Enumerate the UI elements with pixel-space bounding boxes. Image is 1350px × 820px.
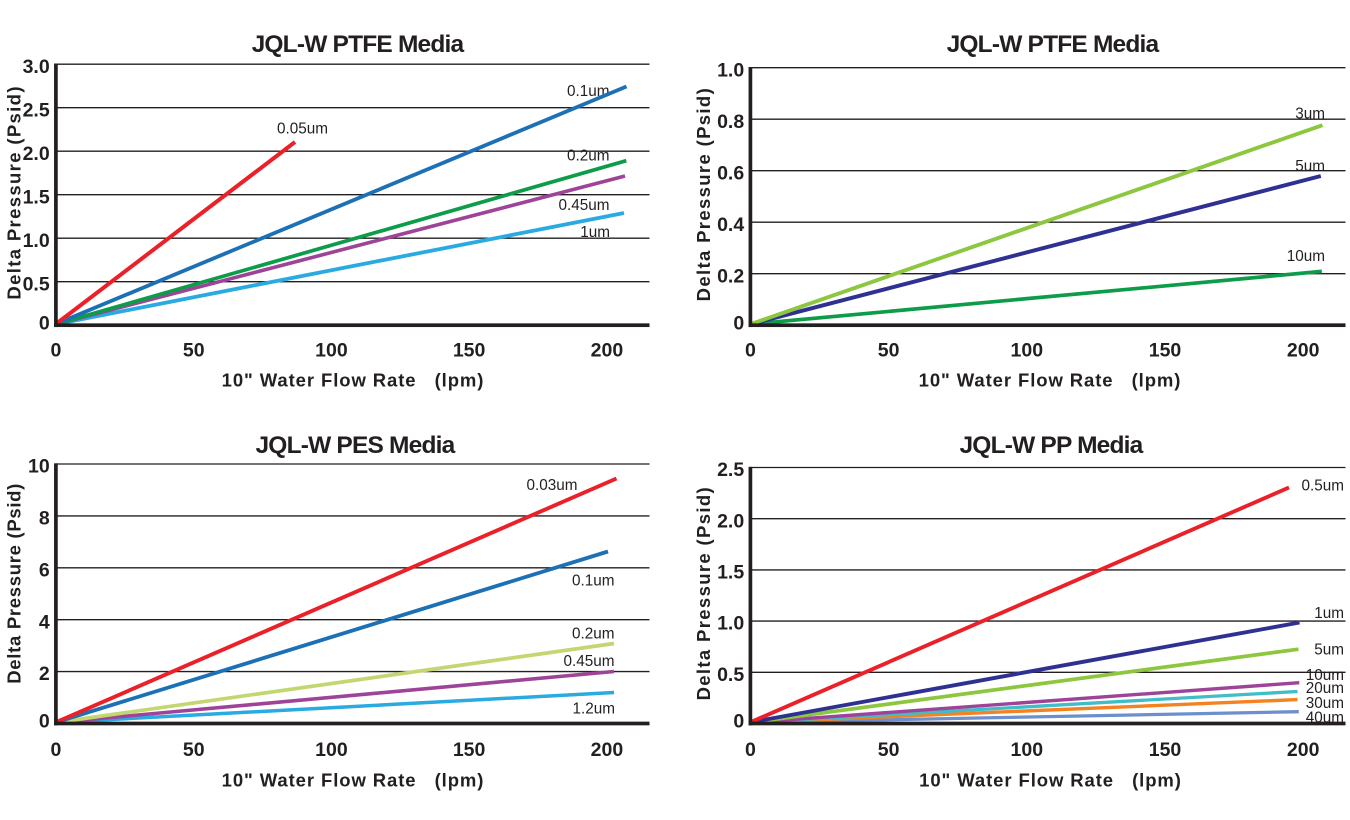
svg-text:2.0: 2.0 [23, 143, 50, 165]
svg-text:0.45um: 0.45um [558, 197, 609, 214]
svg-text:1.2um: 1.2um [572, 700, 615, 717]
svg-text:5um: 5um [1295, 158, 1325, 175]
svg-text:30um: 30um [1306, 695, 1344, 712]
svg-text:Delta Pressure (Psid): Delta Pressure (Psid) [693, 87, 714, 301]
svg-text:10um: 10um [1287, 248, 1325, 265]
svg-text:1.0: 1.0 [23, 230, 50, 252]
svg-text:2.0: 2.0 [717, 510, 744, 532]
svg-text:1.0: 1.0 [717, 59, 744, 81]
svg-text:0.1um: 0.1um [572, 572, 615, 589]
svg-text:200: 200 [1287, 340, 1320, 362]
svg-text:0.6: 0.6 [717, 162, 744, 184]
svg-text:10" Water Flow Rate (lpm): 10" Water Flow Rate (lpm) [222, 770, 485, 791]
svg-text:150: 150 [453, 739, 486, 761]
svg-text:100: 100 [315, 340, 348, 362]
svg-text:0: 0 [50, 739, 61, 761]
svg-text:0.5: 0.5 [23, 273, 50, 295]
svg-text:8: 8 [39, 508, 50, 530]
svg-text:1um: 1um [580, 224, 610, 241]
svg-text:Delta Pressure (Psid): Delta Pressure (Psid) [3, 85, 24, 299]
svg-text:0.4: 0.4 [717, 214, 744, 236]
svg-text:20um: 20um [1306, 680, 1344, 697]
svg-text:0: 0 [733, 312, 744, 334]
svg-text:2.5: 2.5 [23, 99, 50, 121]
svg-text:0.2: 0.2 [717, 265, 744, 287]
svg-text:Delta Pressure (Psid): Delta Pressure (Psid) [3, 483, 24, 684]
svg-text:0.8: 0.8 [717, 111, 744, 133]
svg-text:6: 6 [39, 559, 50, 581]
svg-text:50: 50 [183, 739, 205, 761]
svg-text:0: 0 [745, 739, 756, 761]
svg-text:10um: 10um [1306, 667, 1344, 684]
svg-text:1.5: 1.5 [23, 186, 50, 208]
svg-text:0.2um: 0.2um [572, 625, 615, 642]
svg-text:0: 0 [50, 340, 61, 362]
svg-text:200: 200 [591, 340, 624, 362]
svg-text:0: 0 [745, 340, 756, 362]
svg-text:100: 100 [1011, 739, 1044, 761]
svg-text:1um: 1um [1314, 605, 1344, 622]
svg-text:10" Water Flow Rate (lpm): 10" Water Flow Rate (lpm) [222, 370, 485, 391]
svg-text:1.0: 1.0 [717, 613, 744, 635]
svg-text:50: 50 [878, 340, 900, 362]
svg-text:10" Water Flow Rate (lpm): 10" Water Flow Rate (lpm) [919, 370, 1182, 391]
svg-text:150: 150 [453, 340, 486, 362]
svg-text:Delta Pressure (Psid): Delta Pressure (Psid) [693, 486, 714, 700]
svg-text:2.5: 2.5 [717, 459, 744, 481]
svg-text:0.45um: 0.45um [563, 653, 614, 670]
svg-text:1.5: 1.5 [717, 562, 744, 584]
svg-text:0.1um: 0.1um [567, 83, 610, 100]
svg-text:0.2um: 0.2um [567, 147, 610, 164]
svg-text:4: 4 [39, 611, 50, 633]
svg-text:10" Water Flow Rate (lpm): 10" Water Flow Rate (lpm) [919, 770, 1182, 791]
svg-text:50: 50 [183, 340, 205, 362]
svg-text:0.5: 0.5 [717, 664, 744, 686]
svg-text:5um: 5um [1314, 641, 1344, 658]
svg-text:100: 100 [1011, 340, 1044, 362]
svg-text:0.5um: 0.5um [1301, 477, 1344, 494]
svg-text:200: 200 [591, 739, 624, 761]
svg-text:0.03um: 0.03um [526, 477, 577, 494]
svg-text:JQL-W PTFE Media: JQL-W PTFE Media [252, 31, 465, 58]
svg-text:100: 100 [315, 739, 348, 761]
svg-text:3.0: 3.0 [23, 56, 50, 78]
svg-text:0.05um: 0.05um [277, 120, 328, 137]
svg-text:0: 0 [733, 711, 744, 733]
svg-text:150: 150 [1149, 739, 1182, 761]
svg-text:0: 0 [39, 711, 50, 733]
svg-text:0: 0 [39, 312, 50, 334]
svg-text:JQL-W PES Media: JQL-W PES Media [255, 432, 455, 459]
svg-text:2: 2 [39, 663, 50, 685]
svg-text:150: 150 [1149, 340, 1182, 362]
svg-text:3um: 3um [1295, 105, 1325, 122]
svg-text:JQL-W PTFE Media: JQL-W PTFE Media [947, 31, 1160, 58]
svg-text:50: 50 [878, 739, 900, 761]
svg-text:JQL-W PP Media: JQL-W PP Media [959, 432, 1143, 459]
svg-text:200: 200 [1287, 739, 1320, 761]
svg-text:10: 10 [28, 456, 50, 478]
